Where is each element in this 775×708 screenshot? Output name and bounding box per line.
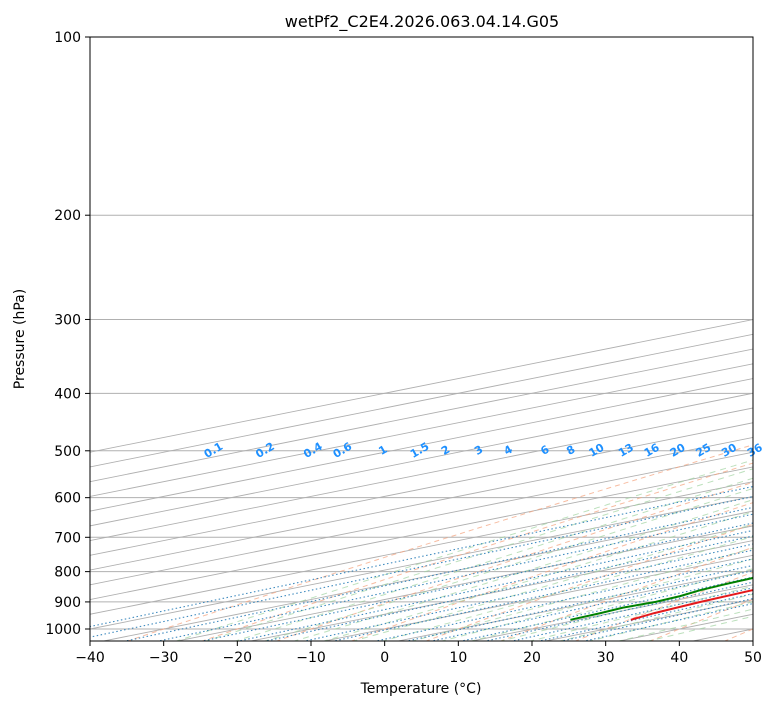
isotherm-line [90, 319, 753, 453]
isotherm-line [90, 378, 753, 512]
mixing-ratio-label: 0.2 [253, 440, 276, 461]
mixing-ratio-line [483, 581, 753, 641]
dry-adiabat [424, 523, 753, 641]
x-tick-label: −20 [223, 650, 253, 666]
dry-adiabat [275, 481, 753, 641]
line-labels: -100-90-80-70-60-50-40-30-20-10010203040… [202, 440, 765, 461]
background-grid [90, 24, 775, 642]
isotherm-line [90, 495, 753, 630]
isotherm-line [90, 437, 753, 571]
y-tick-label: 900 [54, 595, 81, 611]
isotherm-line [690, 628, 753, 641]
mixing-ratio-line [509, 587, 753, 641]
moist-adiabat [557, 593, 753, 641]
x-axis-label: Temperature (°C) [360, 681, 482, 697]
x-tick-label: 0 [380, 650, 389, 666]
mixing-ratio-line [331, 549, 753, 641]
x-tick-label: −40 [75, 650, 105, 666]
mixing-ratio-label: 6 [538, 443, 551, 458]
y-tick-label: 300 [54, 312, 81, 328]
mixing-ratio-label: 20 [668, 441, 688, 460]
isotherm-line [90, 333, 753, 468]
mixing-ratio-label: 13 [616, 441, 636, 460]
y-tick-label: 1000 [45, 622, 81, 638]
mixing-ratio-label: 36 [745, 441, 765, 460]
mixing-ratio-line [559, 597, 753, 641]
isotherm-line [175, 525, 753, 641]
mixing-ratio-line [156, 513, 753, 641]
isotherm-line [90, 392, 753, 527]
y-axis-label: Pressure (hPa) [12, 289, 28, 389]
y-tick-label: 800 [54, 565, 81, 581]
dry-adiabat [574, 571, 753, 641]
isotherm-line [90, 407, 753, 542]
isotherm-line [322, 554, 753, 641]
mixing-ratio-line [537, 593, 753, 641]
plot-frame [89, 36, 754, 642]
mixing-ratio-label: 25 [693, 441, 713, 460]
isotherm-line [764, 24, 775, 642]
mixing-ratio-label: 0.6 [331, 440, 355, 461]
dry-adiabat [126, 444, 753, 641]
moist-adiabat [233, 477, 753, 641]
dry-adiabat [499, 546, 753, 641]
isotherm-line [543, 599, 753, 641]
mixing-ratio-label: 1.5 [408, 440, 431, 461]
y-tick-label: 400 [54, 386, 81, 402]
mixing-ratio-label: 10 [587, 441, 607, 460]
mixing-ratio-line [90, 496, 753, 638]
mixing-ratio-line [122, 506, 753, 641]
isotherm-line [90, 466, 753, 600]
y-tick-label: 200 [54, 208, 81, 224]
axis-ticks: −40 −30 −20 −10 0 10 20 30 40 5010020030040050060… [45, 30, 762, 666]
isotherm-line [90, 348, 753, 483]
x-tick-label: 50 [744, 650, 762, 666]
moist-adiabat [616, 608, 753, 641]
isotherm-line [90, 422, 753, 556]
moist-adiabat [410, 547, 753, 641]
x-tick-label: 20 [523, 650, 541, 666]
mixing-ratio-line [373, 558, 753, 641]
moist-adiabat [292, 499, 753, 641]
dewpoint-profile-line [570, 576, 753, 621]
chart-title: wetPf2_C2E4.2026.063.04.14.G05 [285, 12, 559, 32]
mixing-ratio-line [90, 485, 753, 628]
moist-adiabat [204, 468, 753, 641]
mixing-ratio-line [199, 522, 753, 641]
x-tick-label: −10 [296, 650, 326, 666]
mixing-ratio-label: 16 [642, 441, 662, 460]
isotherm-line [248, 540, 753, 641]
moist-adiabat [439, 558, 753, 641]
moist-adiabat [262, 487, 753, 641]
x-tick-label: −30 [149, 650, 179, 666]
isotherm-line [101, 510, 753, 641]
moist-adiabat [380, 535, 753, 641]
moist-adiabat [528, 585, 753, 641]
x-tick-label: 40 [670, 650, 688, 666]
x-tick-label: 30 [597, 650, 615, 666]
moist-adiabat [321, 511, 753, 641]
mixing-ratio-line [459, 576, 753, 641]
isotherm-line [90, 481, 753, 615]
isotherm-line [90, 451, 753, 586]
y-tick-label: 500 [54, 444, 81, 460]
moist-adiabat [174, 459, 753, 641]
y-tick-label: 700 [54, 530, 81, 546]
profile-series [570, 576, 753, 621]
y-tick-label: 600 [54, 491, 81, 507]
x-tick-label: 10 [449, 650, 467, 666]
mixing-ratio-line [302, 543, 753, 641]
isotherm-line [90, 363, 753, 497]
dry-adiabat [723, 628, 753, 641]
isotherm-line [396, 569, 753, 641]
mixing-ratio-label: 0.4 [301, 440, 325, 461]
mixing-ratio-label: 0.1 [202, 440, 225, 461]
moist-adiabat [469, 568, 753, 641]
y-tick-label: 100 [54, 30, 81, 46]
moist-adiabat [351, 523, 753, 641]
